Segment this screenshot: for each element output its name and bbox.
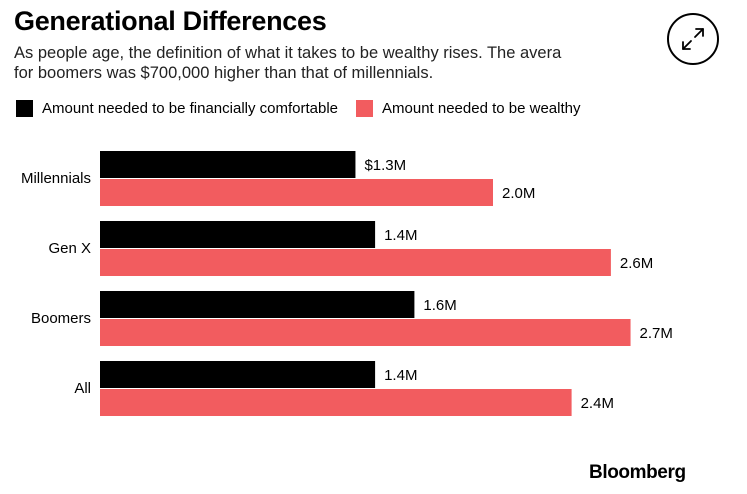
category-label: Boomers [31, 310, 91, 327]
data-label: 2.4M [581, 395, 614, 412]
data-label: 1.6M [423, 297, 456, 314]
legend-label-comfortable: Amount needed to be financially comforta… [42, 100, 339, 117]
expand-button[interactable] [667, 13, 719, 65]
bar-wealthy [100, 179, 493, 206]
legend: Amount needed to be financially comforta… [16, 100, 599, 117]
data-label: 1.4M [384, 367, 417, 384]
bar-wealthy [100, 319, 631, 346]
subtitle-line-2: for boomers was $700,000 higher than tha… [14, 64, 434, 82]
bar-comfortable [100, 291, 415, 318]
legend-item-comfortable: Amount needed to be financially comforta… [16, 100, 338, 117]
bar-wealthy [100, 389, 572, 416]
bar-comfortable [100, 361, 376, 388]
category-label: All [74, 380, 91, 397]
data-label: 1.4M [384, 227, 417, 244]
brand-logo: Bloomberg [589, 462, 686, 483]
chart-title: Generational Differences [14, 6, 327, 36]
data-label: $1.3M [364, 157, 406, 174]
bar-comfortable [100, 221, 376, 248]
category-label: Gen X [48, 240, 91, 257]
expand-arrows-icon [682, 28, 704, 50]
category-label: Millennials [21, 170, 91, 187]
data-label: 2.0M [502, 185, 535, 202]
legend-item-wealthy: Amount needed to be wealthy [356, 100, 581, 117]
legend-label-wealthy: Amount needed to be wealthy [382, 100, 581, 117]
bar-comfortable [100, 151, 356, 178]
chart-subtitle: As people age, the definition of what it… [14, 43, 674, 83]
data-label: 2.7M [640, 325, 673, 342]
bar-wealthy [100, 249, 611, 276]
legend-swatch-comfortable [16, 100, 33, 117]
data-label: 2.6M [620, 255, 653, 272]
subtitle-line-1: As people age, the definition of what it… [14, 44, 562, 62]
legend-swatch-wealthy [356, 100, 374, 117]
